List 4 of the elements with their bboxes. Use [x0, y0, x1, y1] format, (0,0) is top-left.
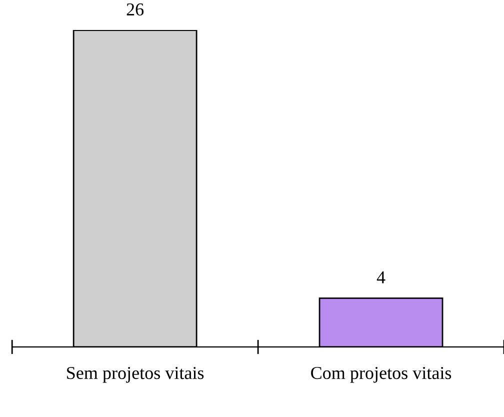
- x-tick-label: Sem projetos vitais: [67, 366, 204, 383]
- data-label: 26: [126, 3, 144, 16]
- data-label: 4: [376, 271, 386, 284]
- x-tick-label: Com projetos vitais: [311, 366, 452, 383]
